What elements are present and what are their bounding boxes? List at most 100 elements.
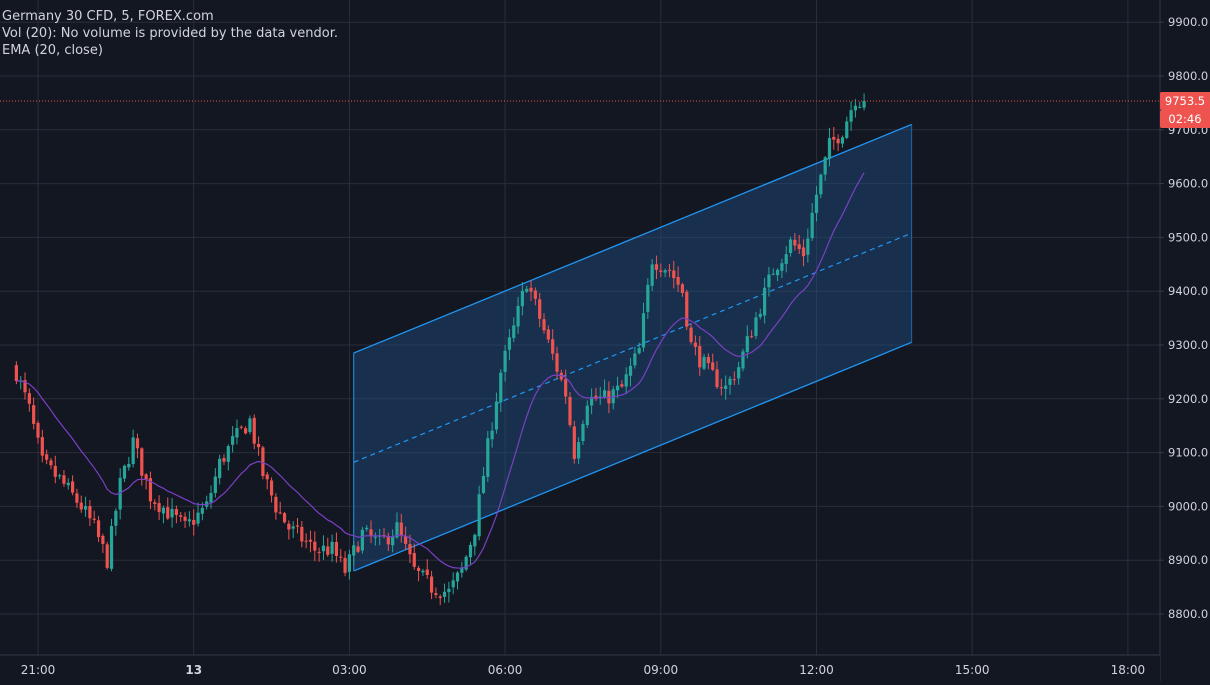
candle-body <box>611 389 615 404</box>
candle-body <box>771 273 775 275</box>
price-axis-label: 9500.0 <box>1168 230 1208 244</box>
candle-body <box>32 405 36 424</box>
candle-body <box>516 306 520 327</box>
candle-body <box>127 463 131 468</box>
ema-line <box>16 172 865 569</box>
candle-body <box>602 390 607 398</box>
candle-body <box>109 526 114 569</box>
price-axis-label: 9400.0 <box>1168 284 1208 298</box>
candle-body <box>793 239 797 246</box>
candle-body <box>174 509 178 516</box>
symbol-title[interactable]: Germany 30 CFD, 5, FOREX.com <box>2 9 214 24</box>
candle-body <box>105 544 109 568</box>
candle-body <box>434 593 438 596</box>
candle-body <box>590 396 594 406</box>
candle-body <box>196 512 200 524</box>
volume-indicator-label[interactable]: Vol (20): No volume is provided by the d… <box>2 26 338 41</box>
candle-body <box>339 556 343 558</box>
candle-body <box>685 291 689 327</box>
candle-body <box>724 385 728 389</box>
candle-body <box>218 458 222 479</box>
time-axis-label: 12:00 <box>799 663 834 677</box>
candle-body <box>858 106 862 108</box>
candle-body <box>814 194 819 214</box>
candle-body <box>767 274 771 288</box>
candle-body <box>386 535 390 545</box>
candle-body <box>715 369 719 388</box>
candle-body <box>442 591 447 597</box>
candle-body <box>512 325 516 339</box>
candle-body <box>144 474 148 480</box>
candle-body <box>170 508 174 518</box>
candle-body <box>161 507 166 514</box>
candle-body <box>231 435 235 445</box>
candle-body <box>477 494 481 537</box>
ema-indicator-label[interactable]: EMA (20, close) <box>2 43 103 58</box>
candle-body <box>88 506 92 519</box>
candle-body <box>832 136 836 140</box>
candle-body <box>780 263 784 271</box>
candle-body <box>533 290 537 299</box>
candle-body <box>659 270 663 272</box>
time-axis-label: 09:00 <box>644 663 679 677</box>
candle-body <box>313 541 317 551</box>
candle-body <box>706 356 710 364</box>
candle-body <box>248 418 252 432</box>
candle-body <box>153 502 157 504</box>
parallel-channel[interactable] <box>353 123 913 572</box>
price-axis-label: 8900.0 <box>1168 553 1208 567</box>
candle-body <box>408 544 412 555</box>
candle-body <box>425 569 429 576</box>
candle-body <box>356 546 360 552</box>
channel-lower-line[interactable] <box>353 341 912 572</box>
candle-body <box>689 327 693 342</box>
candle-body <box>494 401 499 430</box>
candle-body <box>252 417 256 444</box>
candle-body <box>650 264 654 286</box>
candle-body <box>745 336 749 353</box>
candle-body <box>585 405 589 426</box>
candle-body <box>352 545 356 556</box>
candle-body <box>71 481 75 493</box>
candle-body <box>62 475 66 484</box>
candle-body <box>806 238 810 255</box>
candle-body <box>200 508 204 514</box>
channel-median-line[interactable] <box>353 232 912 463</box>
candle-body <box>473 534 477 547</box>
candle-body <box>118 477 122 510</box>
candle-body <box>291 526 295 529</box>
candle-body <box>728 378 732 385</box>
candle-body <box>525 288 529 292</box>
candle-body <box>564 379 568 397</box>
candle-body <box>624 374 628 387</box>
candle-body <box>179 515 183 517</box>
candle-body <box>784 254 788 265</box>
candle-body <box>507 337 512 350</box>
candle-body <box>654 264 659 270</box>
bar-countdown-badge: 02:46 <box>1160 110 1210 129</box>
candle-body <box>750 336 754 338</box>
candle-body <box>222 458 226 462</box>
candle-body <box>464 556 468 570</box>
candle-body <box>45 454 49 460</box>
candle-body <box>568 396 572 426</box>
candle-body <box>369 529 373 537</box>
candle-body <box>308 539 313 542</box>
candle-body <box>36 422 40 438</box>
candle-body <box>209 493 213 503</box>
price-axis-label: 9800.0 <box>1168 69 1208 83</box>
candle-body <box>101 535 105 545</box>
candle-body <box>499 372 503 403</box>
grid <box>0 0 1160 655</box>
candle-body <box>287 523 291 530</box>
candle-body <box>775 269 780 276</box>
candle-body <box>551 339 555 354</box>
candle-body <box>737 367 741 379</box>
time-axis-label: 06:00 <box>488 663 523 677</box>
candle-body <box>23 380 27 393</box>
channel-upper-line[interactable] <box>353 123 912 354</box>
candle-body <box>711 362 715 370</box>
candle-body <box>265 474 269 480</box>
